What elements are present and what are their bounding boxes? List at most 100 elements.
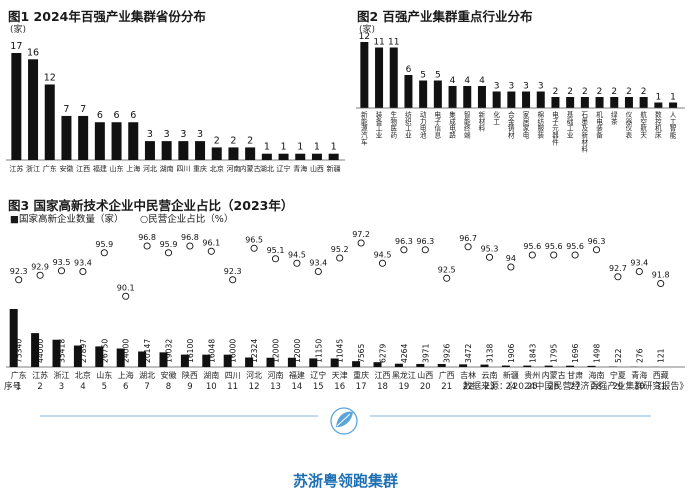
- chart1-category-label: 河南: [226, 164, 240, 173]
- chart3-index-label: 15: [313, 382, 324, 392]
- chart1-category-label: 北京: [210, 164, 224, 173]
- chart2-bar: [463, 86, 472, 108]
- chart3-index-label: 7: [144, 382, 149, 392]
- chart2-value-label: 5: [420, 71, 426, 81]
- chart3-category-label: 北京: [75, 370, 91, 380]
- chart3-count-label: 24000: [122, 339, 131, 363]
- chart3-bar: [95, 346, 104, 367]
- chart3-bar: [180, 354, 189, 367]
- chart3-count-label: 16100: [186, 339, 195, 363]
- chart3-ratio-point: [79, 267, 87, 276]
- chart3-count-label: 26750: [100, 339, 109, 363]
- chart1-bar: [245, 147, 256, 160]
- chart3-ratio-point: [443, 274, 451, 282]
- chart2-category-label: 数控机床: [655, 110, 662, 140]
- chart1-value-label: 6: [130, 110, 136, 121]
- chart3-category-label: 重庆: [353, 370, 369, 380]
- chart3-index-label: 28: [591, 382, 602, 392]
- chart3-category-label: 山东: [96, 370, 112, 380]
- chart2-category-label: 航空航天: [640, 110, 647, 140]
- chart3-ratio-label: 96.5: [245, 235, 263, 244]
- chart3-bar: [73, 345, 82, 367]
- chart3-index-label: 18: [377, 382, 388, 392]
- chart2-category-label: 智能终端: [464, 110, 471, 140]
- chart3-index-label: 29: [612, 382, 623, 392]
- chart2-bar: [375, 47, 384, 108]
- chart3-count-label: 7565: [357, 344, 366, 363]
- chart2-category-label: 合金铸材: [508, 110, 515, 140]
- chart3-category-label: 宁夏: [610, 370, 626, 380]
- chart3-index-label: 22: [463, 382, 474, 392]
- chart3-category-label: 安徽: [161, 370, 177, 380]
- chart3-index-label: 10: [206, 382, 217, 392]
- chart3-ratio-point: [550, 251, 558, 259]
- chart3-bar: [480, 364, 489, 367]
- chart3-bar: [566, 365, 575, 367]
- chart3-category-label: 海南: [589, 370, 605, 380]
- chart3-ratio-point: [15, 276, 23, 284]
- chart3-count-label: 522: [614, 348, 623, 363]
- chart3-category-label: 甘肃: [567, 370, 583, 380]
- chart1-bar: [28, 59, 39, 161]
- chart1-category-label: 重庆: [193, 164, 207, 173]
- chart1-bar: [178, 141, 189, 160]
- chart3-ratio-label: 95.6: [523, 242, 541, 251]
- chart2-category-label: 动力电池: [420, 111, 427, 140]
- chart3-ratio-point: [357, 239, 365, 247]
- chart3-count-label: 12000: [293, 339, 302, 363]
- chart3-index-label: 17: [356, 382, 367, 392]
- chart3-index-header: 序号: [4, 381, 21, 392]
- chart1-bar: [295, 153, 306, 160]
- chart3-bar: [394, 363, 403, 367]
- chart1-value-label: 2: [247, 135, 253, 146]
- chart2-bar: [433, 80, 442, 108]
- chart3-ratio-point: [614, 273, 622, 281]
- chart3-count-label: 3926: [443, 344, 452, 363]
- chart3-count-label: 3138: [486, 344, 495, 363]
- chart3-bar: [138, 351, 147, 367]
- chart2-bar: [507, 91, 516, 108]
- chart3-count-label: 16048: [207, 339, 216, 363]
- chart2-category-label: 家居家电: [523, 110, 530, 140]
- chart2-value-label: 5: [435, 71, 441, 81]
- chart3-category-label: 西藏: [653, 370, 669, 380]
- chart2-bar: [522, 91, 531, 108]
- chart3-ratio-point: [186, 242, 194, 250]
- chart3-category-label: 天津: [332, 370, 348, 380]
- chart2-value-label: 4: [479, 76, 485, 86]
- chart3-count-label: 11045: [336, 339, 345, 363]
- chart3-count-label: 20147: [143, 339, 152, 363]
- chart1-plot: 17江苏16浙江12广东7安徽7江西6福建6山东6上海3河北3湖南3四川3重庆2…: [6, 41, 345, 173]
- chart1-bar: [211, 147, 222, 160]
- chart3-count-label: 4264: [400, 344, 409, 363]
- chart3-count-label: 16000: [229, 339, 238, 363]
- chart3-index-label: 6: [123, 382, 128, 392]
- chart3-index-label: 25: [527, 382, 538, 392]
- chart2-bar: [624, 97, 633, 108]
- chart3-count-label: 12324: [250, 339, 259, 363]
- chart3-ratio-label: 95.1: [267, 246, 285, 255]
- chart3-ratio-label: 97.2: [352, 230, 370, 239]
- chart3-ratio-label: 96.8: [181, 233, 199, 242]
- chart1-unit: (家): [10, 25, 27, 35]
- chart1-bar: [11, 53, 22, 160]
- chart3-category-label: 上海: [118, 370, 134, 380]
- chart1-category-label: 江苏: [9, 164, 23, 173]
- chart3-index-label: 20: [420, 382, 431, 392]
- chart2-bar: [492, 91, 501, 108]
- chart2-bar: [360, 42, 369, 108]
- chart1-category-label: 安徽: [59, 164, 73, 173]
- chart3-count-label: 3971: [421, 344, 430, 363]
- chart3-category-label: 辽宁: [310, 370, 326, 380]
- chart3-index-label: 3: [59, 382, 64, 392]
- chart3-ratio-label: 95.6: [566, 242, 584, 251]
- chart3-category-label: 湖北: [139, 371, 155, 380]
- chart3-title: 图3 国家高新技术企业中民营企业占比（2023年）: [8, 198, 294, 213]
- chart3-bar: [587, 365, 596, 367]
- chart3-count-label: 1843: [528, 344, 537, 363]
- chart3-bar: [544, 365, 553, 367]
- chart3-ratio-point: [293, 259, 301, 267]
- chart1-bar: [328, 153, 339, 160]
- chart3-ratio-label: 92.5: [438, 265, 456, 274]
